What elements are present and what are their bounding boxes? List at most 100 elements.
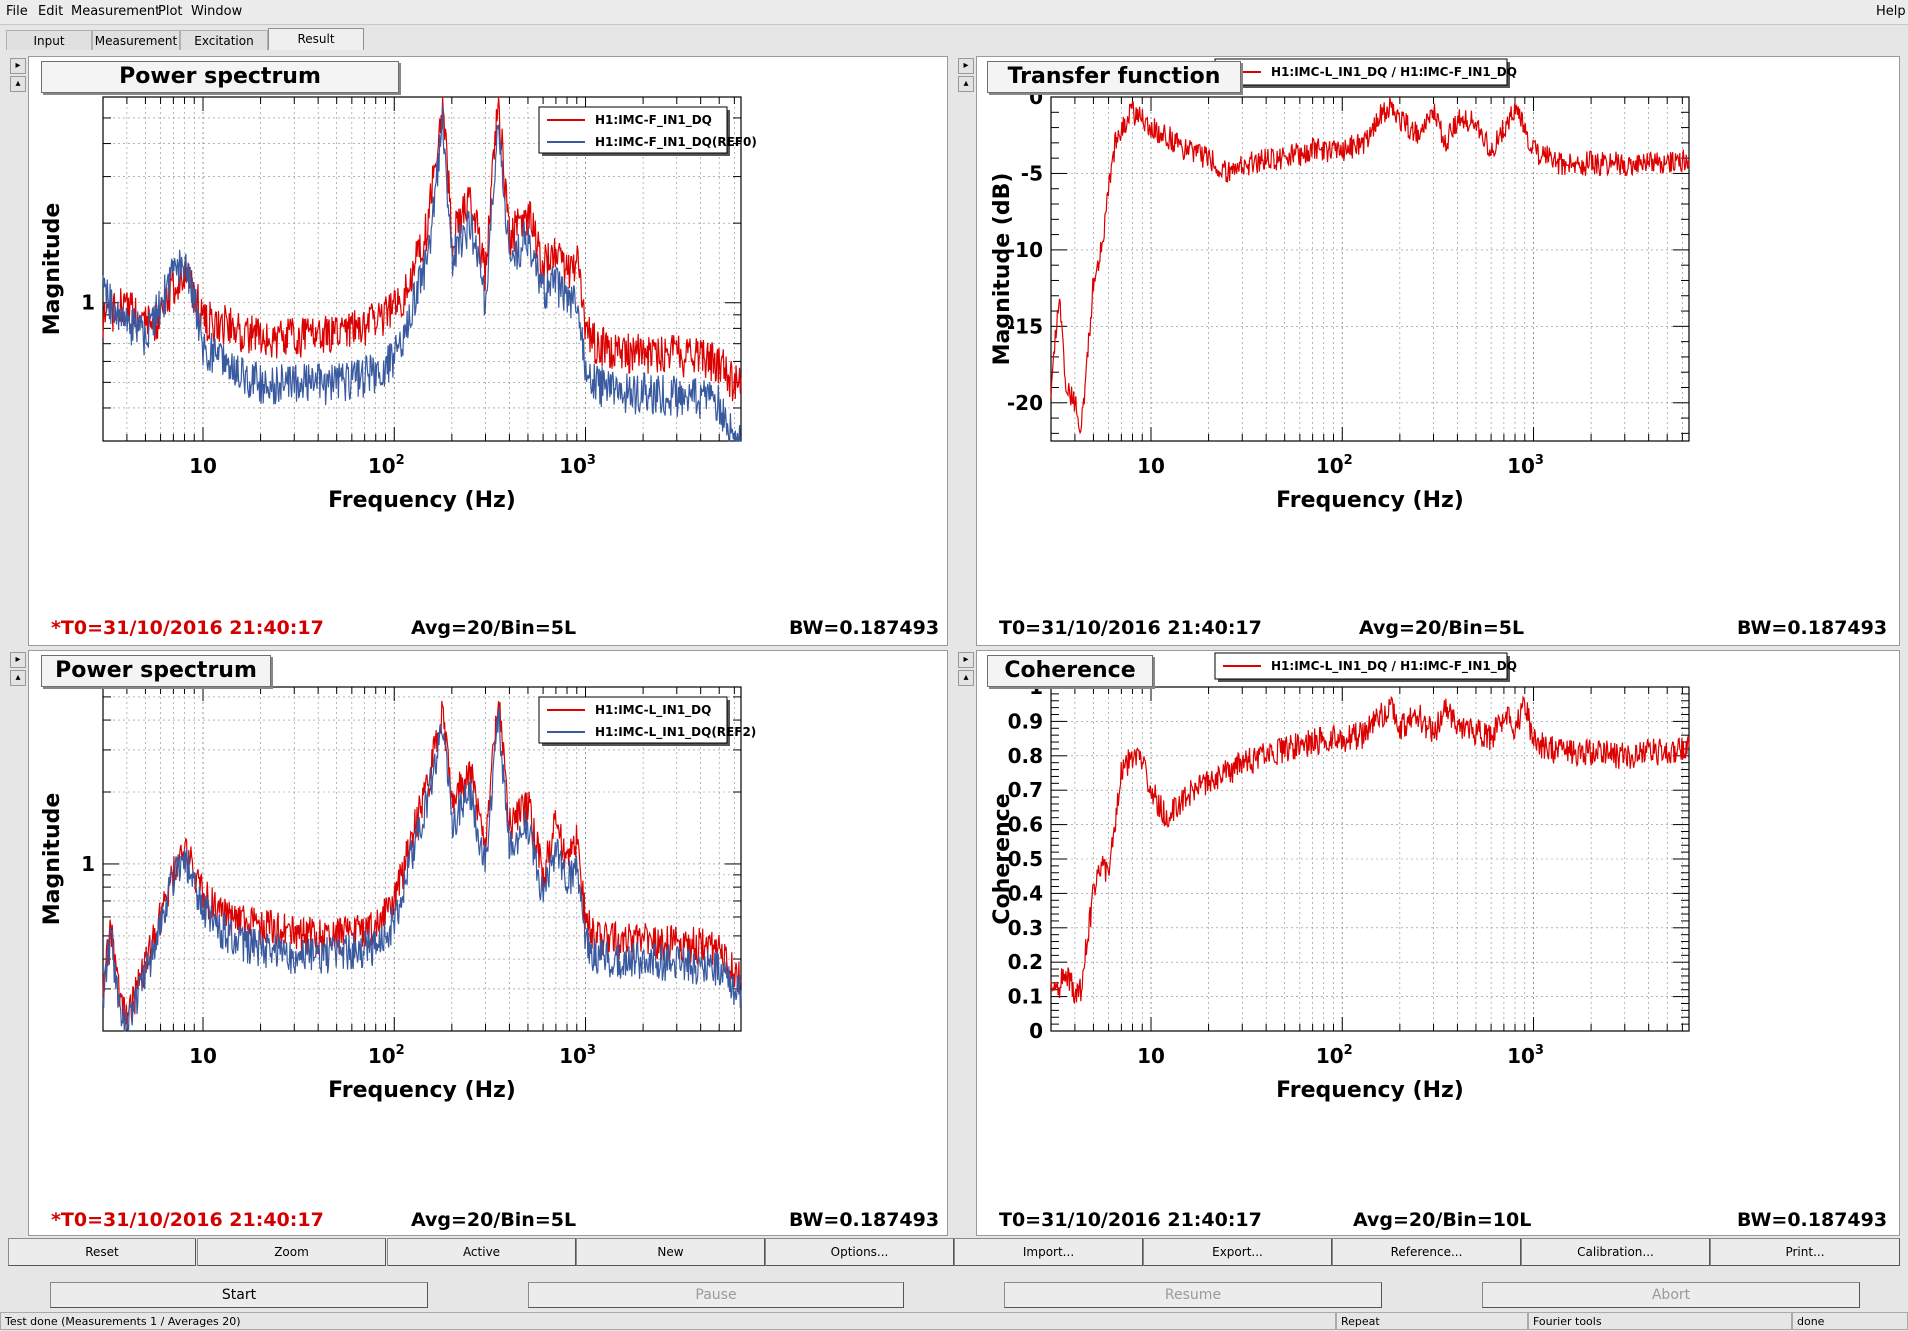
footer-avg: Avg=20/Bin=5L bbox=[1359, 617, 1525, 639]
pause-button[interactable]: Pause bbox=[528, 1282, 904, 1308]
pad-select-arrow-right[interactable]: ▸ bbox=[958, 652, 974, 668]
start-button[interactable]: Start bbox=[50, 1282, 428, 1308]
footer-bw: BW=0.187493 bbox=[1737, 617, 1888, 639]
menu-window[interactable]: Window bbox=[191, 4, 243, 19]
legend-entry: H1:IMC-L_IN1_DQ / H1:IMC-F_IN1_DQ bbox=[1271, 65, 1517, 80]
status-fourier-tools: Fourier tools bbox=[1528, 1312, 1792, 1330]
plot-pad-3[interactable]: 10 102 103 1 Frequency (Hz) Magnitude H1:IMC-L… bbox=[28, 650, 948, 1236]
legend-entry: H1:IMC-F_IN1_DQ(REF0) bbox=[595, 135, 757, 150]
x-tick-label: 102 bbox=[1316, 453, 1353, 478]
menu-help[interactable]: Help bbox=[1876, 4, 1906, 19]
pad-collapse-arrow-up[interactable]: ▴ bbox=[10, 670, 26, 686]
power-spectrum-plot-1[interactable]: 10 102 103 1 Frequency (Hz) Magnitude H1:IMC-F… bbox=[29, 57, 949, 647]
import-button[interactable]: Import... bbox=[954, 1238, 1143, 1266]
pad-collapse-arrow-up[interactable]: ▴ bbox=[958, 76, 974, 92]
legend-box bbox=[538, 696, 728, 744]
y-tick-label: -5 bbox=[1021, 161, 1043, 185]
x-tick-label: 102 bbox=[368, 1043, 405, 1068]
pad-select-arrow-right[interactable]: ▸ bbox=[10, 652, 26, 668]
menu-edit[interactable]: Edit bbox=[38, 4, 64, 19]
y-tick-label: -15 bbox=[1007, 314, 1043, 338]
menu-bar: File Edit Measurement Plot Window Help bbox=[0, 0, 1908, 25]
series-line bbox=[1050, 695, 1690, 1004]
tab-bar: Input Measurement Excitation Result bbox=[0, 26, 1908, 52]
active-button[interactable]: Active bbox=[387, 1238, 576, 1266]
y-tick-label: 0.7 bbox=[1008, 778, 1043, 802]
status-message: Test done (Measurements 1 / Averages 20) bbox=[0, 1312, 1336, 1330]
options-button[interactable]: Options... bbox=[765, 1238, 954, 1266]
y-tick-label: 0.3 bbox=[1008, 916, 1043, 940]
y-tick-label: 0.6 bbox=[1008, 813, 1043, 837]
legend-entry: H1:IMC-F_IN1_DQ bbox=[595, 113, 712, 128]
plot-frame bbox=[1050, 96, 1690, 442]
tab-input[interactable]: Input bbox=[6, 30, 92, 50]
plot-title: Transfer function bbox=[987, 61, 1241, 93]
y-tick-label: 0.5 bbox=[1008, 847, 1043, 871]
reset-button[interactable]: Reset bbox=[8, 1238, 196, 1266]
plot-frame bbox=[1050, 686, 1690, 1032]
menu-plot[interactable]: Plot bbox=[158, 4, 183, 19]
pad-collapse-arrow-up[interactable]: ▴ bbox=[958, 670, 974, 686]
pad-select-arrow-right[interactable]: ▸ bbox=[958, 58, 974, 74]
footer-bw: BW=0.187493 bbox=[1737, 1209, 1888, 1231]
x-tick-label: 103 bbox=[1507, 1043, 1544, 1068]
y-tick-label: 0 bbox=[1029, 1019, 1043, 1043]
footer-avg: Avg=20/Bin=5L bbox=[411, 1209, 577, 1231]
y-tick-label: 1 bbox=[81, 291, 95, 315]
plot-pad-1[interactable]: 10 102 103 1 Frequency (Hz) Magnitude H1:IMC-F… bbox=[28, 56, 948, 646]
legend-box bbox=[1214, 58, 1508, 86]
y-tick-label: -10 bbox=[1007, 238, 1043, 262]
menu-measurement[interactable]: Measurement bbox=[71, 4, 161, 19]
y-axis-label: Magnitude bbox=[40, 203, 65, 336]
legend-entry: H1:IMC-L_IN1_DQ / H1:IMC-F_IN1_DQ bbox=[1271, 659, 1517, 674]
new-button[interactable]: New bbox=[576, 1238, 765, 1266]
print-button[interactable]: Print... bbox=[1710, 1238, 1900, 1266]
x-tick-label: 10 bbox=[1137, 1044, 1165, 1068]
pad-collapse-arrow-up[interactable]: ▴ bbox=[10, 76, 26, 92]
plot-pad-2[interactable]: 10 102 103 0 -5 -10 -15 -20 Frequency (Hz) Magnit… bbox=[976, 56, 1900, 646]
legend-box bbox=[1214, 652, 1508, 680]
status-done: done bbox=[1792, 1312, 1908, 1330]
export-button[interactable]: Export... bbox=[1143, 1238, 1332, 1266]
tab-result[interactable]: Result bbox=[268, 28, 364, 50]
y-tick-label: 0.8 bbox=[1008, 744, 1043, 768]
x-axis-label: Frequency (Hz) bbox=[328, 1078, 516, 1103]
plot-title: Power spectrum bbox=[41, 655, 271, 687]
series-line bbox=[102, 706, 742, 1032]
reference-button[interactable]: Reference... bbox=[1332, 1238, 1521, 1266]
abort-button[interactable]: Abort bbox=[1482, 1282, 1860, 1308]
tab-excitation[interactable]: Excitation bbox=[180, 30, 268, 50]
coherence-plot[interactable]: 10 102 10300.10.20.30.40.50.60.70.80.91Fre… bbox=[977, 651, 1901, 1237]
footer-avg: Avg=20/Bin=10L bbox=[1353, 1209, 1532, 1231]
plot-pad-4[interactable]: 10 102 103 0 0.1 0.2 0.3 0.4 0.5 0.6 0.7 0.8 0.9 1 Fre… bbox=[976, 650, 1900, 1236]
legend-box bbox=[538, 106, 728, 154]
series-line bbox=[1050, 96, 1690, 435]
x-tick-label: 103 bbox=[559, 453, 596, 478]
y-tick-label: 0.9 bbox=[1008, 709, 1043, 733]
y-tick-label: 0.2 bbox=[1008, 950, 1043, 974]
status-repeat: Repeat bbox=[1336, 1312, 1528, 1330]
y-tick-label: 0.1 bbox=[1008, 985, 1043, 1009]
plot-frame bbox=[102, 686, 742, 1032]
footer-time: T0=31/10/2016 21:40:17 bbox=[999, 1209, 1262, 1231]
footer-bw: BW=0.187493 bbox=[789, 1209, 940, 1231]
power-spectrum-plot-2[interactable]: 10 102 103 1 Frequency (Hz) Magnitude H1:IMC-L… bbox=[29, 651, 949, 1237]
menu-file[interactable]: File bbox=[6, 4, 28, 19]
x-tick-label: 102 bbox=[368, 453, 405, 478]
plot-button-row: Reset Zoom Active New Options... Import.… bbox=[8, 1238, 1900, 1266]
y-axis-label: Coherence bbox=[990, 793, 1015, 924]
x-axis-label: Frequency (Hz) bbox=[1276, 488, 1464, 513]
tab-measurement[interactable]: Measurement bbox=[92, 30, 180, 50]
plot-title: Power spectrum bbox=[41, 61, 399, 93]
plot-frame bbox=[102, 96, 742, 442]
calibration-button[interactable]: Calibration... bbox=[1521, 1238, 1710, 1266]
y-tick-label: 1 bbox=[81, 852, 95, 876]
pad-select-arrow-right[interactable]: ▸ bbox=[10, 58, 26, 74]
y-axis-label: Magnitude (dB) bbox=[990, 173, 1015, 366]
footer-avg: Avg=20/Bin=5L bbox=[411, 617, 577, 639]
resume-button[interactable]: Resume bbox=[1004, 1282, 1382, 1308]
x-axis-label: Frequency (Hz) bbox=[328, 488, 516, 513]
footer-time: *T0=31/10/2016 21:40:17 bbox=[51, 1209, 324, 1231]
zoom-button[interactable]: Zoom bbox=[197, 1238, 386, 1266]
